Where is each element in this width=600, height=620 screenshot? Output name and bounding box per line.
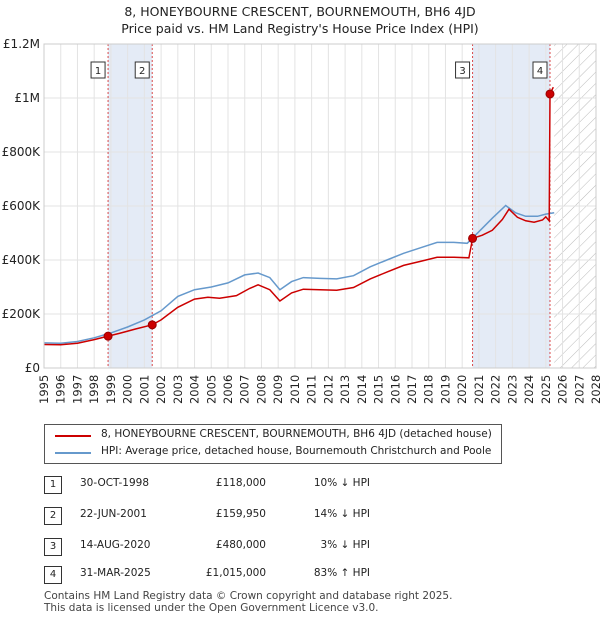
plot-border xyxy=(43,43,597,369)
transaction-hpi: 3% ↓ HPI xyxy=(320,539,370,551)
sale-point xyxy=(103,331,113,341)
footer-licence: This data is licensed under the Open Gov… xyxy=(44,602,379,614)
hpi-line xyxy=(43,204,555,344)
marker-label-box xyxy=(455,61,471,79)
x-tick-label: 1997 xyxy=(70,375,84,404)
marker-label-box xyxy=(90,61,106,79)
x-tick-label: 2013 xyxy=(338,375,352,404)
marker-label: 1 xyxy=(95,66,101,77)
y-tick-label: £1.2M xyxy=(3,37,40,51)
sale-point xyxy=(147,320,157,330)
chart-title: 8, HONEYBOURNE CRESCENT, BOURNEMOUTH, BH… xyxy=(124,4,476,19)
transaction-date: 31-MAR-2025 xyxy=(80,567,151,579)
x-tick-label: 2014 xyxy=(355,375,369,404)
x-tick-label: 2021 xyxy=(472,375,486,404)
transaction-hpi: 14% ↓ HPI xyxy=(313,508,370,520)
x-tick-label: 2023 xyxy=(505,375,519,404)
x-tick-label: 2027 xyxy=(572,375,586,404)
transaction-date: 14-AUG-2020 xyxy=(80,539,151,551)
x-tick-label: 1999 xyxy=(104,375,118,404)
legend: 8, HONEYBOURNE CRESCENT, BOURNEMOUTH, BH… xyxy=(44,424,502,464)
x-tick-label: 2015 xyxy=(372,375,386,404)
y-tick-label: £1M xyxy=(14,91,40,105)
x-tick-label: 1995 xyxy=(37,375,51,404)
transaction-number: 1 xyxy=(44,476,62,494)
x-tick-label: 1998 xyxy=(87,375,101,404)
x-tick-label: 1996 xyxy=(54,375,68,404)
legend-label-property: 8, HONEYBOURNE CRESCENT, BOURNEMOUTH, BH… xyxy=(101,428,492,440)
x-tick-label: 2006 xyxy=(221,375,235,404)
x-tick-label: 2025 xyxy=(539,375,553,404)
sale-point xyxy=(545,89,555,99)
chart-subtitle: Price paid vs. HM Land Registry's House … xyxy=(121,21,479,36)
y-tick-label: £200K xyxy=(2,307,42,321)
x-tick-label: 2011 xyxy=(305,375,319,404)
legend-swatch-hpi xyxy=(55,452,91,454)
legend-swatch-property xyxy=(55,435,91,437)
x-tick-label: 2022 xyxy=(489,375,503,404)
transaction-price: £480,000 xyxy=(215,539,266,551)
x-tick-label: 2003 xyxy=(171,375,185,404)
x-tick-label: 2017 xyxy=(405,375,419,404)
x-tick-label: 2026 xyxy=(556,375,570,404)
marker-label: 2 xyxy=(139,66,145,77)
footer-copyright: Contains HM Land Registry data © Crown c… xyxy=(44,590,453,602)
y-tick-label: £0 xyxy=(25,361,40,375)
marker-label: 3 xyxy=(459,66,465,77)
transaction-price: £1,015,000 xyxy=(205,567,266,579)
x-tick-label: 2002 xyxy=(154,375,168,404)
x-tick-label: 2005 xyxy=(204,375,218,404)
x-tick-label: 2008 xyxy=(254,375,268,404)
transaction-hpi: 10% ↓ HPI xyxy=(313,477,370,489)
x-tick-label: 2028 xyxy=(589,375,600,404)
y-tick-label: £400K xyxy=(2,253,42,267)
y-tick-label: £600K xyxy=(2,199,42,213)
x-tick-label: 2024 xyxy=(522,375,536,404)
x-tick-label: 2012 xyxy=(321,375,335,404)
transaction-number: 2 xyxy=(44,507,62,525)
transaction-number: 4 xyxy=(44,566,62,584)
sale-point xyxy=(468,233,478,243)
x-tick-label: 2016 xyxy=(388,375,402,404)
marker-label: 4 xyxy=(537,66,543,77)
transaction-hpi: 83% ↑ HPI xyxy=(313,567,370,579)
x-tick-label: 2018 xyxy=(422,375,436,404)
x-tick-label: 2010 xyxy=(288,375,302,404)
legend-label-hpi: HPI: Average price, detached house, Bour… xyxy=(101,445,492,457)
x-tick-label: 2009 xyxy=(271,375,285,404)
marker-label-box xyxy=(532,61,548,79)
transaction-number: 3 xyxy=(44,538,62,556)
x-tick-label: 2000 xyxy=(121,375,135,404)
transaction-price: £159,950 xyxy=(215,508,266,520)
y-tick-label: £800K xyxy=(2,145,42,159)
marker-label-box xyxy=(134,61,150,79)
x-tick-label: 2001 xyxy=(137,375,151,404)
transaction-date: 22-JUN-2001 xyxy=(80,508,147,520)
x-tick-label: 2019 xyxy=(438,375,452,404)
x-tick-label: 2004 xyxy=(188,375,202,404)
x-tick-label: 2007 xyxy=(238,375,252,404)
transaction-price: £118,000 xyxy=(215,477,266,489)
x-tick-label: 2020 xyxy=(455,375,469,404)
transaction-date: 30-OCT-1998 xyxy=(80,477,149,489)
